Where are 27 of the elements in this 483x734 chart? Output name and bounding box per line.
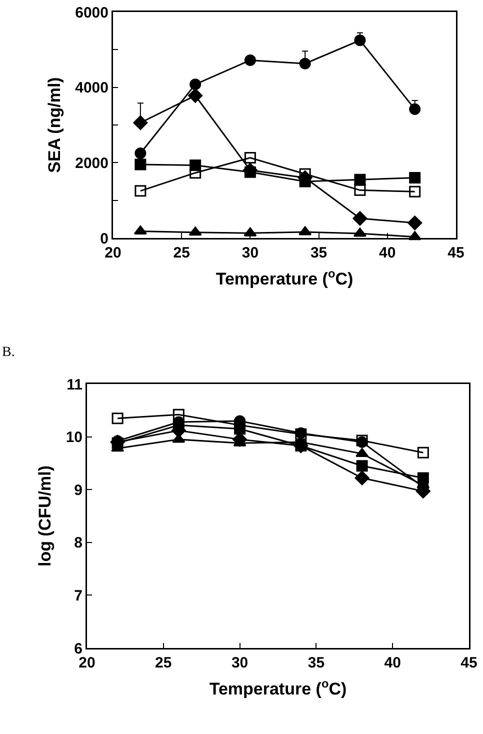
text: B. xyxy=(2,345,15,360)
x-tick-label: 20 xyxy=(78,654,96,672)
y-tick-label: 2000 xyxy=(75,154,108,172)
x-tick-label: 30 xyxy=(242,244,259,262)
x-tick-label: 25 xyxy=(155,654,172,672)
x-axis-title: Temperature ($^{o}$C) xyxy=(209,676,347,699)
y-tick-label: 6 xyxy=(74,640,82,658)
x-tick-label: 35 xyxy=(308,654,325,672)
y-axis-title: log (CFU/ml) xyxy=(36,465,55,567)
y-tick-label: 4000 xyxy=(75,80,108,97)
x-tick-label: 45 xyxy=(460,654,478,672)
y-tick-label: 10 xyxy=(66,429,82,446)
y-tick-label: 6000 xyxy=(75,4,108,22)
x-axis-title: Temperature ($^{o}$C) xyxy=(216,266,354,289)
x-tick-label: 45 xyxy=(448,244,464,262)
x-tick-label: 40 xyxy=(379,244,396,262)
x-tick-label: 25 xyxy=(173,244,190,262)
x-tick-label: 20 xyxy=(104,244,122,262)
x-tick-label: 35 xyxy=(310,244,328,262)
y-axis-title: SEA (ng/ml) xyxy=(44,77,64,173)
x-tick-label: 30 xyxy=(231,654,248,672)
y-tick-label: 8 xyxy=(74,534,82,552)
y-tick-label: 0 xyxy=(100,230,108,248)
y-tick-label: 9 xyxy=(74,482,82,499)
x-tick-label: 40 xyxy=(384,654,401,672)
y-tick-label: 11 xyxy=(66,376,82,394)
y-tick-label: 7 xyxy=(74,587,82,604)
